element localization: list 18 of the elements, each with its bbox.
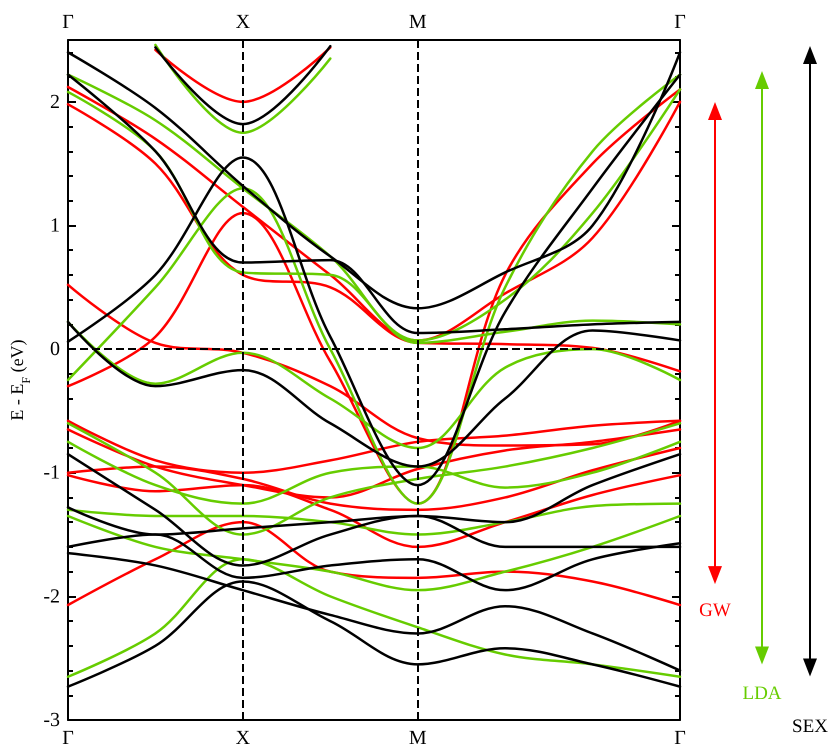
y-tick-label: 0 (50, 338, 60, 360)
text: X (236, 11, 250, 33)
legend-label: LDA (741, 683, 783, 705)
y-tick-label: 1 (50, 214, 60, 236)
y-tick-label: -3 (43, 709, 60, 731)
legend-label: GW (698, 600, 732, 622)
y-tick-label: 2 (50, 90, 60, 113)
category-label: Γ (674, 11, 686, 33)
text: SEX (791, 716, 829, 738)
x-tick-label: Γ (674, 727, 686, 749)
y-tick-label: -2 (43, 585, 60, 608)
y-axis-title: E - EF (eV) (7, 339, 33, 421)
category-label: Γ (62, 11, 74, 33)
x-tick-label: M (408, 727, 427, 749)
text: M (408, 11, 427, 33)
x-tick-label: Γ (62, 727, 74, 749)
y-tick-label: -1 (43, 462, 60, 484)
x-tick-label: X (236, 727, 251, 749)
